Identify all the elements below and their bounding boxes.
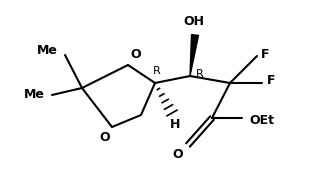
Text: OEt: OEt <box>249 115 274 128</box>
Text: H: H <box>170 118 180 131</box>
Text: O: O <box>100 131 110 144</box>
Text: O: O <box>172 148 183 161</box>
Text: F: F <box>261 48 270 61</box>
Text: OH: OH <box>183 15 205 28</box>
Text: R: R <box>153 66 161 76</box>
Text: Me: Me <box>24 89 45 102</box>
Text: F: F <box>267 74 276 87</box>
Text: R: R <box>196 69 204 79</box>
Polygon shape <box>190 35 198 76</box>
Text: O: O <box>130 48 141 61</box>
Text: Me: Me <box>37 44 58 57</box>
